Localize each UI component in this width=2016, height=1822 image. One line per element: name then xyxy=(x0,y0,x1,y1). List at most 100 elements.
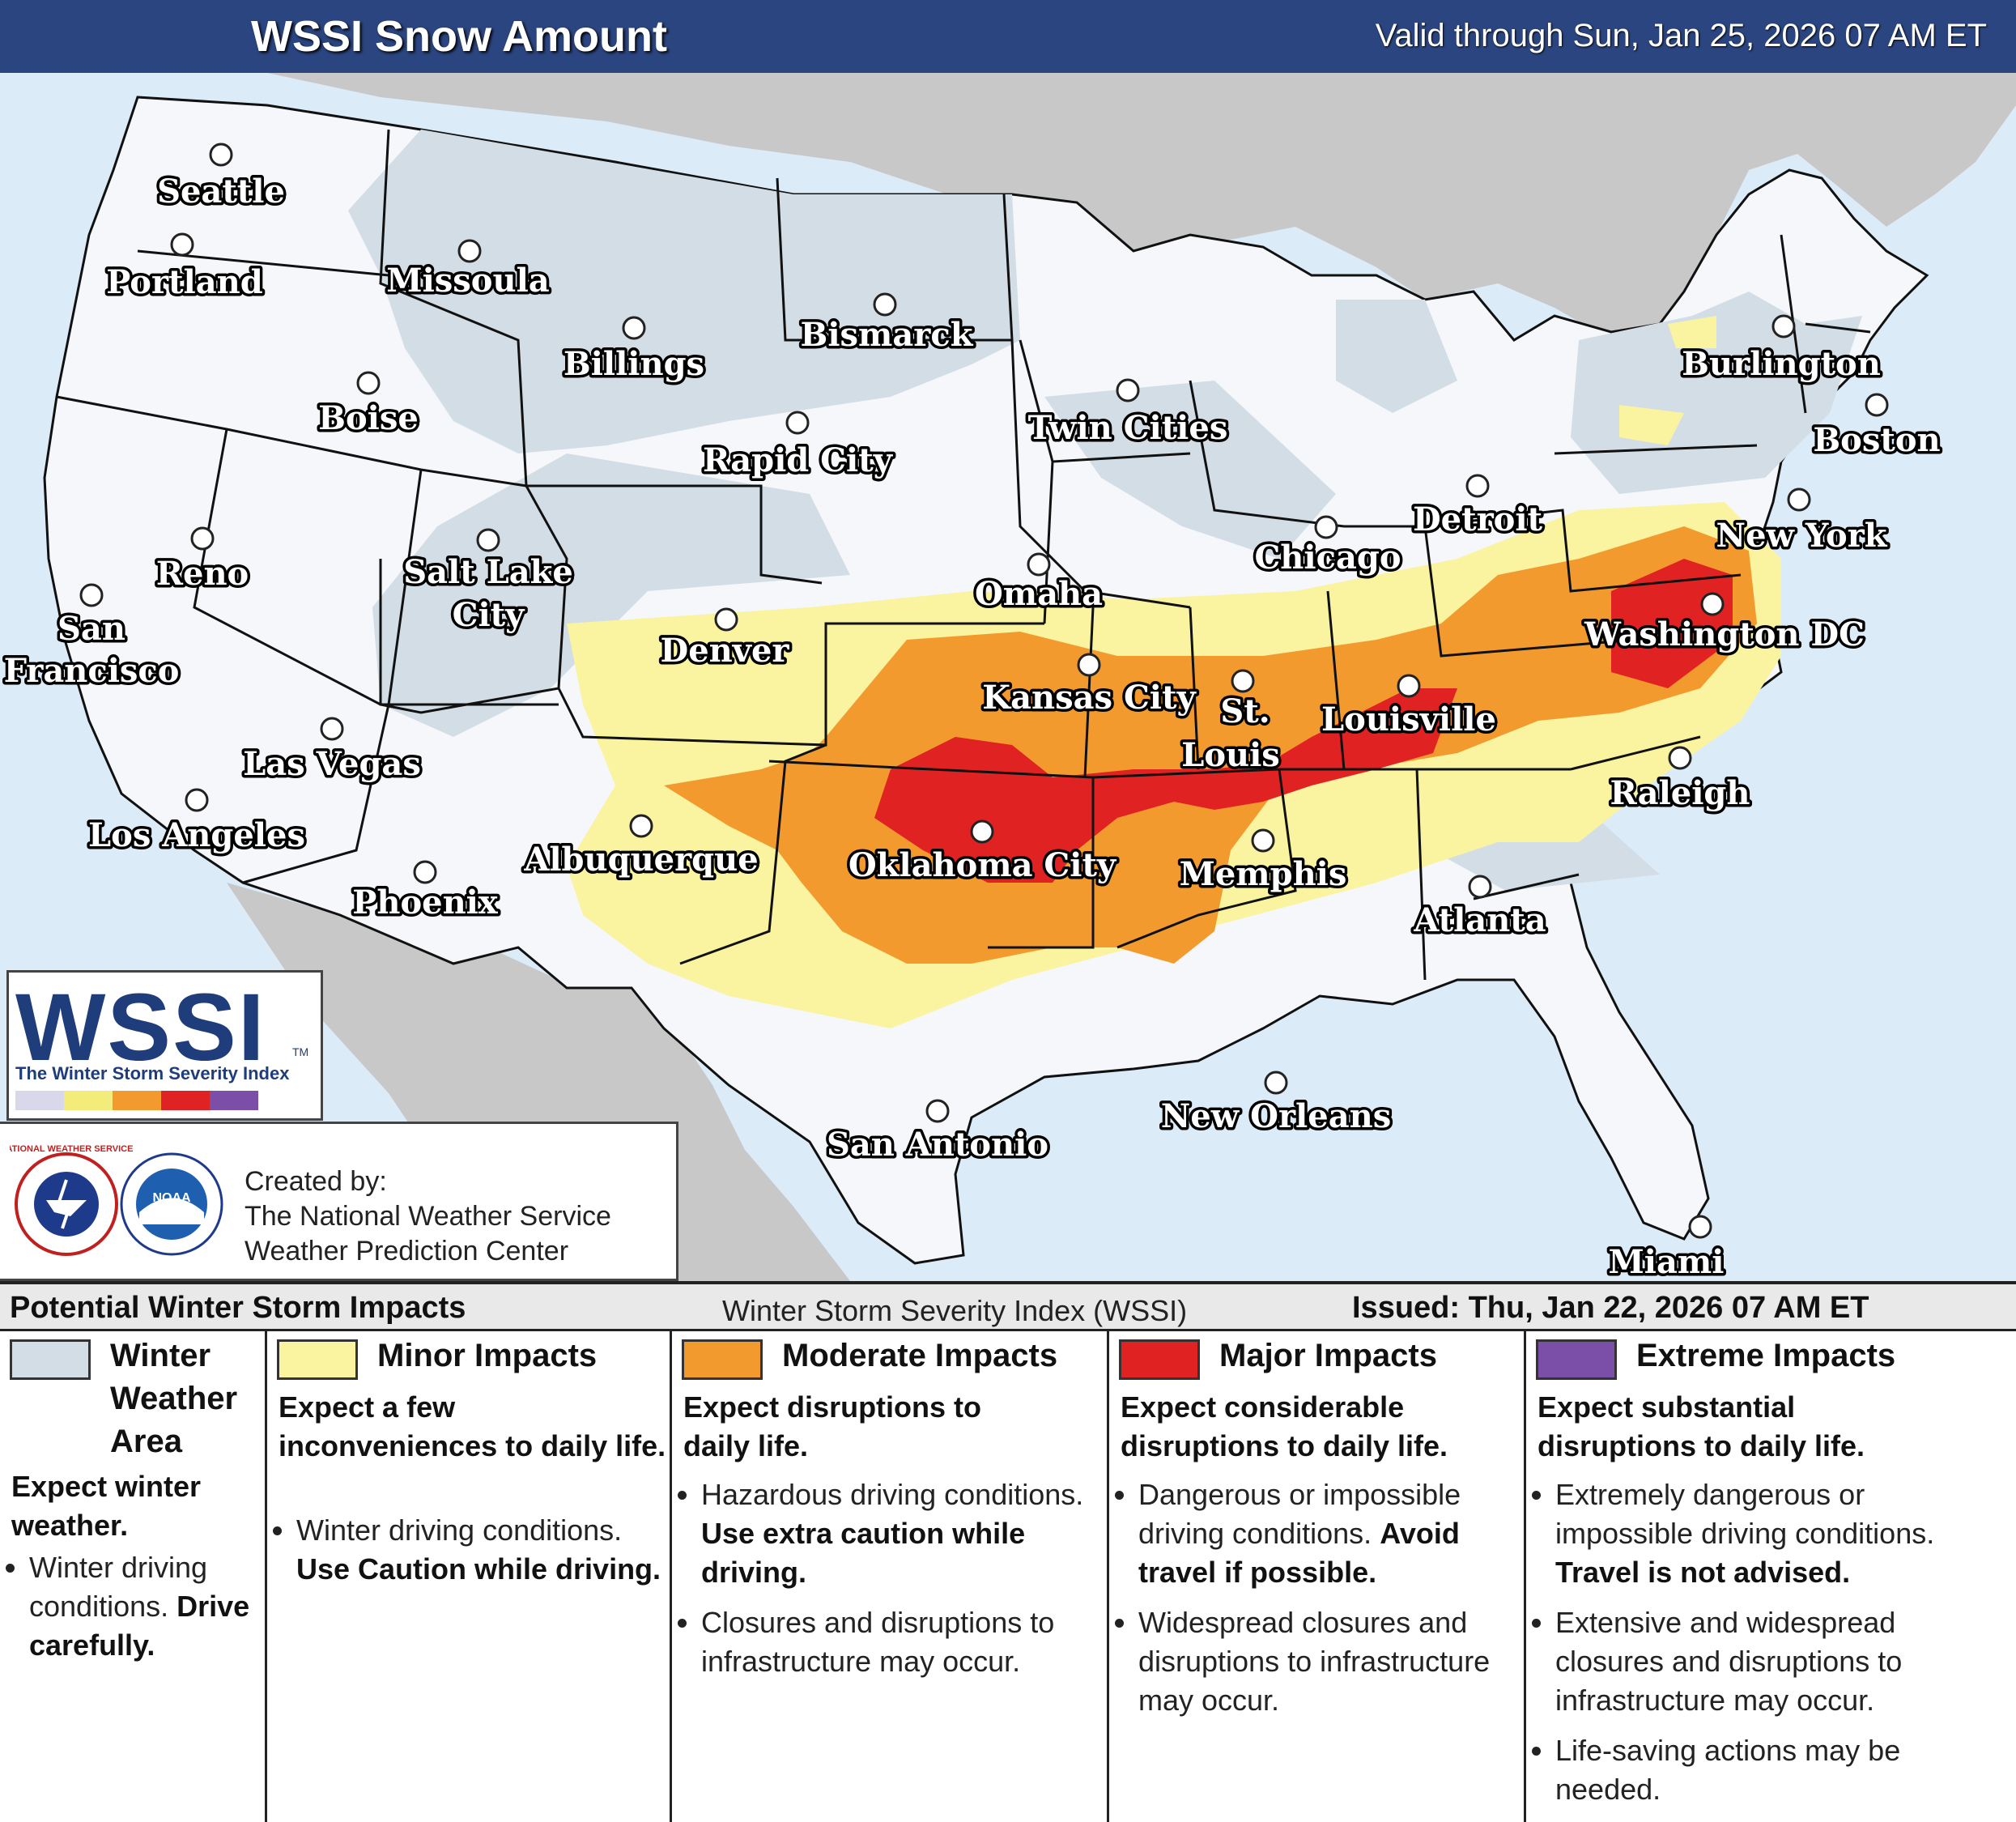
credits-line-3: Weather Prediction Center xyxy=(245,1236,569,1266)
city-markers: Seattle Portland Missoula Billings Bismarck B… xyxy=(1,143,1943,1281)
city-dot xyxy=(1668,746,1692,770)
city-label: Rapid City xyxy=(703,441,894,479)
wssi-logo-box: WSSI TM The Winter Storm Severity Index xyxy=(6,970,323,1121)
valid-through: Valid through Sun, Jan 25, 2026 07 AM ET xyxy=(1375,18,1987,53)
svg-text:NOAA: NOAA xyxy=(152,1191,191,1205)
major-impacts-area xyxy=(874,559,1733,883)
city-dot xyxy=(1314,515,1338,539)
wssi-subtitle: The Winter Storm Severity Index xyxy=(15,1063,290,1083)
city-label: Oklahoma City xyxy=(849,846,1117,884)
city-dot xyxy=(185,788,209,812)
city-dot xyxy=(629,814,653,838)
city-label: Omaha xyxy=(975,575,1103,613)
city-label: Albuquerque xyxy=(523,841,758,879)
city-label: Seattle xyxy=(157,172,285,211)
city-dot xyxy=(190,526,215,551)
state-boundaries xyxy=(56,129,1871,981)
city-dot xyxy=(622,316,646,340)
noaa-seal-icon: NOAA xyxy=(120,1152,223,1256)
bar-major xyxy=(161,1091,210,1110)
legend-bullet: Hazardous driving conditions. Use extra … xyxy=(701,1475,1106,1592)
city-label: Missoula xyxy=(386,262,549,300)
city-label: Las Vegas xyxy=(243,745,421,783)
wssi-color-bar xyxy=(15,1091,258,1110)
city-label: Portland xyxy=(106,263,262,301)
city-dot xyxy=(79,583,104,607)
bar-minor xyxy=(64,1091,113,1110)
legend-col-moderate: Moderate Impacts Expect disruptions to d… xyxy=(672,1331,1109,1822)
legend-expect-winter: Expect winter weather. xyxy=(11,1470,202,1542)
legend-expect-major: Expect considerable disruptions to daily… xyxy=(1121,1390,1448,1462)
swatch-moderate xyxy=(682,1339,763,1380)
legend-header: Potential Winter Storm Impacts Winter St… xyxy=(0,1284,2016,1331)
credits-line-2: The National Weather Service xyxy=(245,1201,611,1232)
winter-weather-area xyxy=(348,130,1862,891)
swatch-extreme xyxy=(1536,1339,1617,1380)
nws-seal-icon: NATIONAL WEATHER SERVICE xyxy=(10,1144,133,1256)
city-dot xyxy=(170,232,194,257)
mexico-land xyxy=(227,883,850,1281)
city-dot xyxy=(1264,1071,1288,1095)
city-label: New York xyxy=(1716,517,1888,555)
city-dot xyxy=(1116,378,1140,402)
legend-bullet: Extensive and widespread closures and di… xyxy=(1555,1603,2009,1720)
city-label: Louis xyxy=(1181,736,1280,774)
legend-bullet: Extremely dangerous or impossible drivin… xyxy=(1555,1475,2009,1592)
city-dot xyxy=(209,143,233,167)
swatch-winter xyxy=(10,1339,91,1380)
legend-title-extreme: Extreme Impacts xyxy=(1636,1338,1896,1373)
legend-title-winter: Winter Weather Area xyxy=(110,1338,238,1459)
city-dot xyxy=(785,411,810,435)
legend-bullet: Winter driving conditions. Use Caution w… xyxy=(296,1511,677,1589)
city-label: San xyxy=(57,610,125,648)
legend-col-major: Major Impacts Expect considerable disrup… xyxy=(1109,1331,1526,1822)
city-label: Phoenix xyxy=(352,883,499,922)
city-dot xyxy=(1465,474,1490,498)
city-label: Chicago xyxy=(1254,539,1401,577)
legend-expect-moderate: Expect disruptions to daily life. xyxy=(683,1390,982,1462)
legend-title-major: Major Impacts xyxy=(1219,1338,1437,1373)
city-dot xyxy=(1787,487,1811,512)
city-dot xyxy=(1077,653,1101,677)
city-label: Memphis xyxy=(1180,855,1347,893)
city-dot xyxy=(457,239,482,263)
city-label: Kansas City xyxy=(982,679,1197,717)
city-label: Twin Cities xyxy=(1028,409,1228,447)
city-dot xyxy=(1397,674,1421,698)
wssi-logo: WSSI xyxy=(15,974,266,1081)
canada-land xyxy=(0,73,2016,340)
legend-columns: Winter Weather Area Expect winter weathe… xyxy=(0,1331,2016,1822)
issued-time: Issued: Thu, Jan 22, 2026 07 AM ET xyxy=(1352,1291,1869,1325)
swatch-major xyxy=(1119,1339,1200,1380)
city-dot xyxy=(714,607,738,632)
city-dot xyxy=(1688,1215,1712,1239)
city-label: Washington DC xyxy=(1584,615,1865,653)
header-bar: WSSI Snow Amount Valid through Sun, Jan … xyxy=(0,0,2016,73)
wssi-map: Seattle Portland Missoula Billings Bismarck B… xyxy=(0,73,2016,1281)
city-label: Raleigh xyxy=(1610,774,1750,812)
city-label: Burlington xyxy=(1682,345,1881,383)
impacts-legend: Potential Winter Storm Impacts Winter St… xyxy=(0,1281,2016,1822)
city-label: St. xyxy=(1220,692,1270,730)
city-dot xyxy=(1251,828,1275,853)
city-label: Francisco xyxy=(4,652,180,690)
city-dot xyxy=(1027,552,1051,577)
bar-winter xyxy=(15,1091,64,1110)
legend-title-minor: Minor Impacts xyxy=(377,1338,598,1373)
city-dot xyxy=(1865,393,1889,417)
city-label: Reno xyxy=(156,555,249,593)
city-label: Atlanta xyxy=(1413,901,1546,939)
city-label: San Antonio xyxy=(827,1126,1048,1164)
legend-bullets-winter: Winter driving conditions. Drive careful… xyxy=(11,1548,272,1676)
city-label: Bismarck xyxy=(801,316,974,354)
legend-expect-extreme: Expect substantial disruptions to daily … xyxy=(1538,1390,1865,1462)
city-dot xyxy=(320,717,344,741)
city-label: Los Angeles xyxy=(88,816,305,854)
city-dot xyxy=(356,371,381,395)
legend-bullet: Winter driving conditions. Drive careful… xyxy=(29,1548,272,1665)
legend-bullet: Dangerous or impossible driving conditio… xyxy=(1138,1475,1535,1592)
legend-bullets-extreme: Extremely dangerous or impossible drivin… xyxy=(1538,1475,2009,1820)
city-label: Boston xyxy=(1813,421,1940,459)
legend-bullet: Closures and disruptions to infrastructu… xyxy=(701,1603,1106,1681)
city-label: City xyxy=(453,596,526,634)
